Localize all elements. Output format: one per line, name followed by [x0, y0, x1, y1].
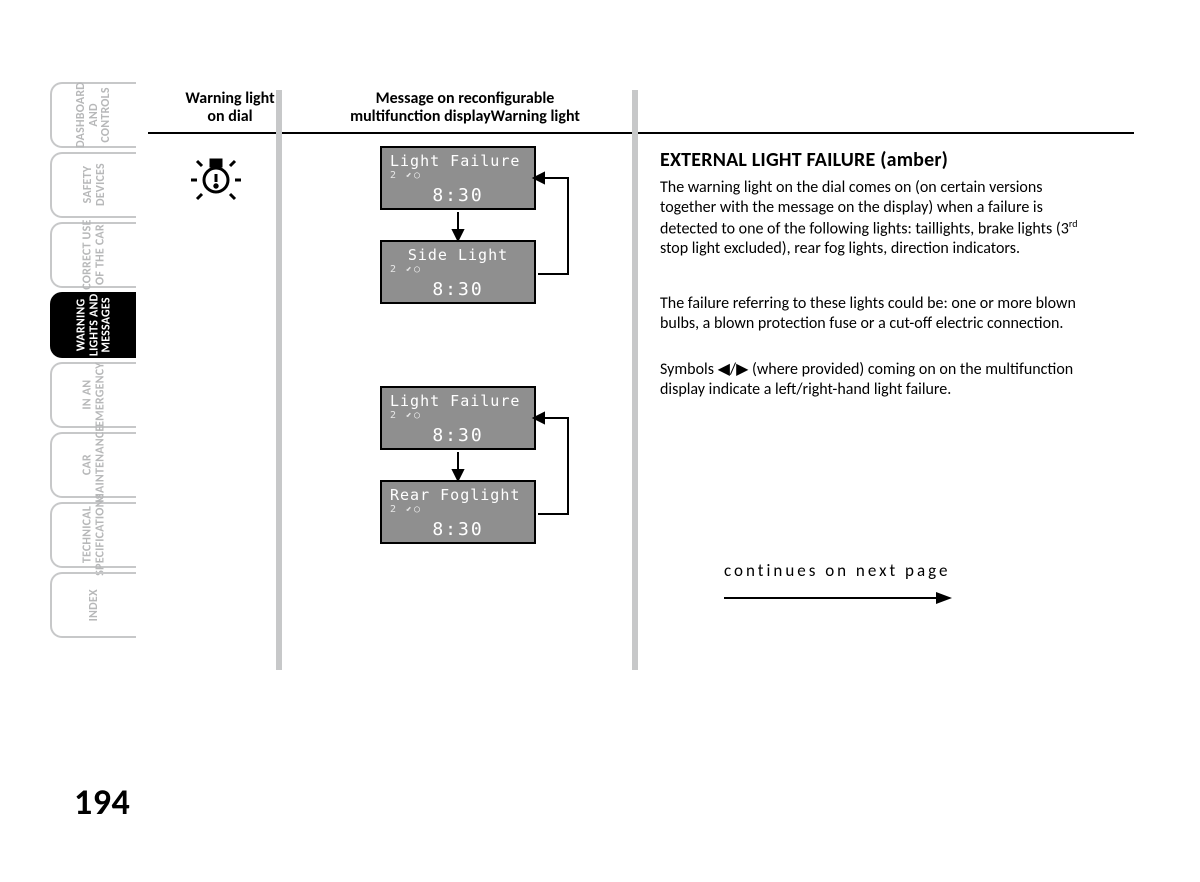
tab-emergency[interactable]: IN ANEMERGENCY — [50, 362, 136, 428]
vertical-separator — [632, 90, 638, 670]
continue-arrow-icon — [724, 590, 954, 610]
column-header-warning-light: Warning lighton dial — [150, 90, 310, 127]
text: The warning light on the dial comes on (… — [660, 178, 1069, 238]
vertical-separator — [276, 90, 282, 670]
tab-safety[interactable]: SAFETYDEVICES — [50, 152, 136, 218]
flow-arrows-seq1 — [378, 144, 578, 324]
column-header-message: Message on reconfigurablemultifunction d… — [310, 90, 620, 127]
left-triangle-icon: ◀ — [718, 360, 730, 380]
text: stop light excluded), rear fog lights, d… — [660, 239, 1020, 258]
tab-label: CORRECT USEOF THE CAR — [81, 220, 106, 290]
tab-index[interactable]: INDEX — [50, 572, 136, 638]
tab-label: WARNINGLIGHTS ANDMESSAGES — [75, 294, 113, 357]
text: Symbols — [660, 360, 718, 379]
page-number: 194 — [74, 780, 130, 824]
body-paragraph-3: Symbols ◀/▶ (where provided) coming on o… — [660, 360, 1080, 400]
tab-dashboard[interactable]: DASHBOARDANDCONTROLS — [50, 82, 136, 148]
tab-maintenance[interactable]: CARMAINTENANCE — [50, 432, 136, 498]
right-triangle-icon: ▶ — [736, 360, 748, 380]
body-paragraph-1: The warning light on the dial comes on (… — [660, 178, 1080, 259]
tab-label: TECHNICALSPECIFICATIONS — [81, 494, 106, 576]
section-heading: EXTERNAL LIGHT FAILURE (amber) — [660, 148, 948, 172]
tab-label: IN ANEMERGENCY — [81, 363, 106, 428]
superscript: rd — [1069, 217, 1078, 230]
body-paragraph-2: The failure referring to these lights co… — [660, 294, 1080, 334]
header-rule — [148, 132, 1134, 134]
continue-text: continues on next page — [724, 560, 950, 581]
tab-tech-specs[interactable]: TECHNICALSPECIFICATIONS — [50, 502, 136, 568]
tab-correct-use[interactable]: CORRECT USEOF THE CAR — [50, 222, 136, 288]
manual-page: DASHBOARDANDCONTROLS SAFETYDEVICES CORRE… — [0, 0, 1200, 882]
flow-arrows-seq2 — [378, 384, 578, 564]
bulb-exclamation-icon — [190, 152, 242, 204]
section-tabs: DASHBOARDANDCONTROLS SAFETYDEVICES CORRE… — [50, 82, 136, 642]
tab-warning-lights[interactable]: WARNINGLIGHTS ANDMESSAGES — [50, 292, 136, 358]
tab-label: INDEX — [88, 589, 101, 621]
tab-label: SAFETYDEVICES — [81, 164, 106, 207]
tab-label: CARMAINTENANCE — [81, 426, 106, 504]
tab-label: DASHBOARDANDCONTROLS — [75, 82, 113, 148]
